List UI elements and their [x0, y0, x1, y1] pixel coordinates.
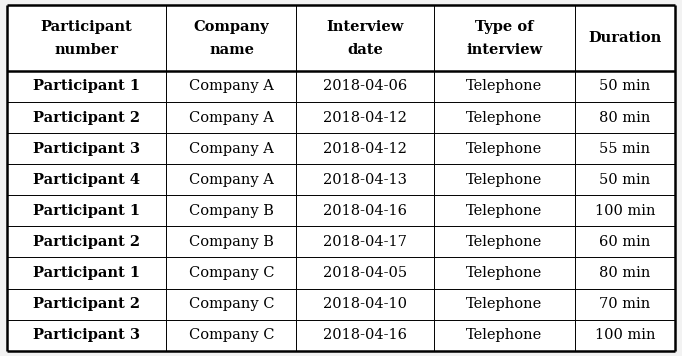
Text: 2018-04-06: 2018-04-06 [323, 79, 407, 94]
Text: Telephone: Telephone [466, 79, 542, 94]
Text: 100 min: 100 min [595, 204, 655, 218]
Text: 60 min: 60 min [599, 235, 651, 249]
Text: 50 min: 50 min [599, 79, 651, 94]
Text: Participant 1: Participant 1 [33, 79, 140, 94]
Text: Participant 2: Participant 2 [33, 235, 140, 249]
Text: Company C: Company C [189, 297, 274, 311]
Text: Participant 2: Participant 2 [33, 297, 140, 311]
Text: Telephone: Telephone [466, 266, 542, 280]
Text: Company A: Company A [189, 111, 274, 125]
Text: Telephone: Telephone [466, 111, 542, 125]
Text: Duration: Duration [589, 31, 662, 45]
Text: Company
name: Company name [194, 20, 269, 57]
Text: Company B: Company B [189, 235, 274, 249]
Text: Telephone: Telephone [466, 204, 542, 218]
Text: Company C: Company C [189, 266, 274, 280]
Text: Participant 4: Participant 4 [33, 173, 140, 187]
Text: 2018-04-13: 2018-04-13 [323, 173, 407, 187]
Text: Telephone: Telephone [466, 235, 542, 249]
Text: Company A: Company A [189, 173, 274, 187]
Text: 80 min: 80 min [599, 266, 651, 280]
Text: Telephone: Telephone [466, 142, 542, 156]
Text: 2018-04-16: 2018-04-16 [323, 328, 407, 342]
Text: Company A: Company A [189, 142, 274, 156]
Text: 2018-04-17: 2018-04-17 [323, 235, 407, 249]
Text: Company B: Company B [189, 204, 274, 218]
Text: 55 min: 55 min [599, 142, 651, 156]
Text: 2018-04-16: 2018-04-16 [323, 204, 407, 218]
Text: Company C: Company C [189, 328, 274, 342]
Text: Participant 3: Participant 3 [33, 328, 140, 342]
Text: Participant 2: Participant 2 [33, 111, 140, 125]
Text: Participant
number: Participant number [41, 20, 132, 57]
Text: Participant 1: Participant 1 [33, 266, 140, 280]
Text: Type of
interview: Type of interview [466, 20, 542, 57]
Text: Participant 1: Participant 1 [33, 204, 140, 218]
Text: 70 min: 70 min [599, 297, 651, 311]
Text: Participant 3: Participant 3 [33, 142, 140, 156]
Text: 100 min: 100 min [595, 328, 655, 342]
Text: Company A: Company A [189, 79, 274, 94]
Text: 2018-04-12: 2018-04-12 [323, 111, 407, 125]
Text: 80 min: 80 min [599, 111, 651, 125]
Text: 50 min: 50 min [599, 173, 651, 187]
Text: Telephone: Telephone [466, 297, 542, 311]
Text: Telephone: Telephone [466, 328, 542, 342]
Text: Telephone: Telephone [466, 173, 542, 187]
Text: 2018-04-05: 2018-04-05 [323, 266, 407, 280]
Text: 2018-04-12: 2018-04-12 [323, 142, 407, 156]
Text: 2018-04-10: 2018-04-10 [323, 297, 407, 311]
Text: Interview
date: Interview date [327, 20, 404, 57]
